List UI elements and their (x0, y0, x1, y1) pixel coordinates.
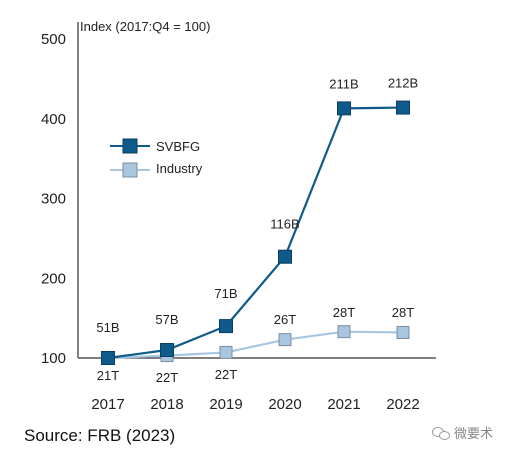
index-note: Index (2017:Q4 = 100) (80, 19, 210, 34)
data-label-industry: 22T (215, 367, 237, 382)
y-tick-label: 500 (41, 31, 66, 48)
data-label-svbfg: 51B (96, 320, 119, 335)
data-label-industry: 22T (156, 370, 178, 385)
data-label-industry: 21T (97, 368, 119, 383)
data-point-svbfg (337, 101, 351, 116)
legend-marker-svbfg (122, 138, 138, 154)
y-tick-label: 400 (41, 111, 66, 128)
legend-marker-industry (122, 162, 138, 178)
data-label-industry: 28T (392, 305, 414, 320)
legend-label-svbfg: SVBFG (156, 139, 200, 154)
watermark: 微要术 (432, 423, 493, 442)
data-point-svbfg (160, 343, 174, 358)
x-tick-labels: 2017 2018 2019 2020 2021 2022 (91, 396, 419, 413)
data-point-svbfg (219, 319, 233, 334)
wechat-icon (432, 426, 450, 440)
series-line-industry (107, 330, 404, 360)
data-label-svbfg: 57B (155, 312, 178, 327)
series-svbfg (101, 100, 410, 365)
x-tick-label: 2019 (209, 396, 242, 413)
data-label-industry: 28T (333, 305, 355, 320)
data-point-industry (278, 333, 292, 347)
y-tick-label: 100 (41, 350, 66, 367)
line-chart: Index (2017:Q4 = 100) 500 400 300 200 100 20… (41, 19, 436, 413)
x-tick-label: 2022 (386, 396, 419, 413)
data-label-svbfg: 71B (214, 286, 237, 301)
legend-label-industry: Industry (156, 161, 203, 176)
data-labels: 51B 57B 71B 116B 211B 212B 21T 22T 22T 26T 28T 28T (96, 76, 418, 385)
data-label-svbfg: 116B (270, 217, 299, 232)
data-point-industry (396, 325, 410, 339)
x-tick-label: 2020 (268, 396, 301, 413)
y-tick-labels: 500 400 300 200 100 (41, 31, 66, 367)
series-line-svbfg (107, 106, 404, 360)
data-point-industry (337, 325, 351, 339)
chart-axes (77, 22, 436, 359)
data-label-svbfg: 212B (388, 76, 418, 91)
data-point-svbfg (278, 249, 292, 264)
data-point-svbfg (101, 351, 115, 365)
legend: SVBFG Industry (110, 138, 203, 178)
data-point-svbfg (396, 100, 410, 115)
x-tick-label: 2021 (327, 396, 360, 413)
watermark-text: 微要术 (454, 427, 494, 442)
source-note: Source: FRB (2023) (24, 426, 176, 445)
data-label-svbfg: 211B (329, 76, 358, 91)
data-label-industry: 26T (274, 312, 296, 327)
x-tick-label: 2018 (150, 396, 183, 413)
x-tick-label: 2017 (91, 396, 124, 413)
y-tick-label: 300 (41, 191, 66, 208)
data-point-industry (219, 345, 233, 359)
y-tick-label: 200 (41, 270, 66, 287)
